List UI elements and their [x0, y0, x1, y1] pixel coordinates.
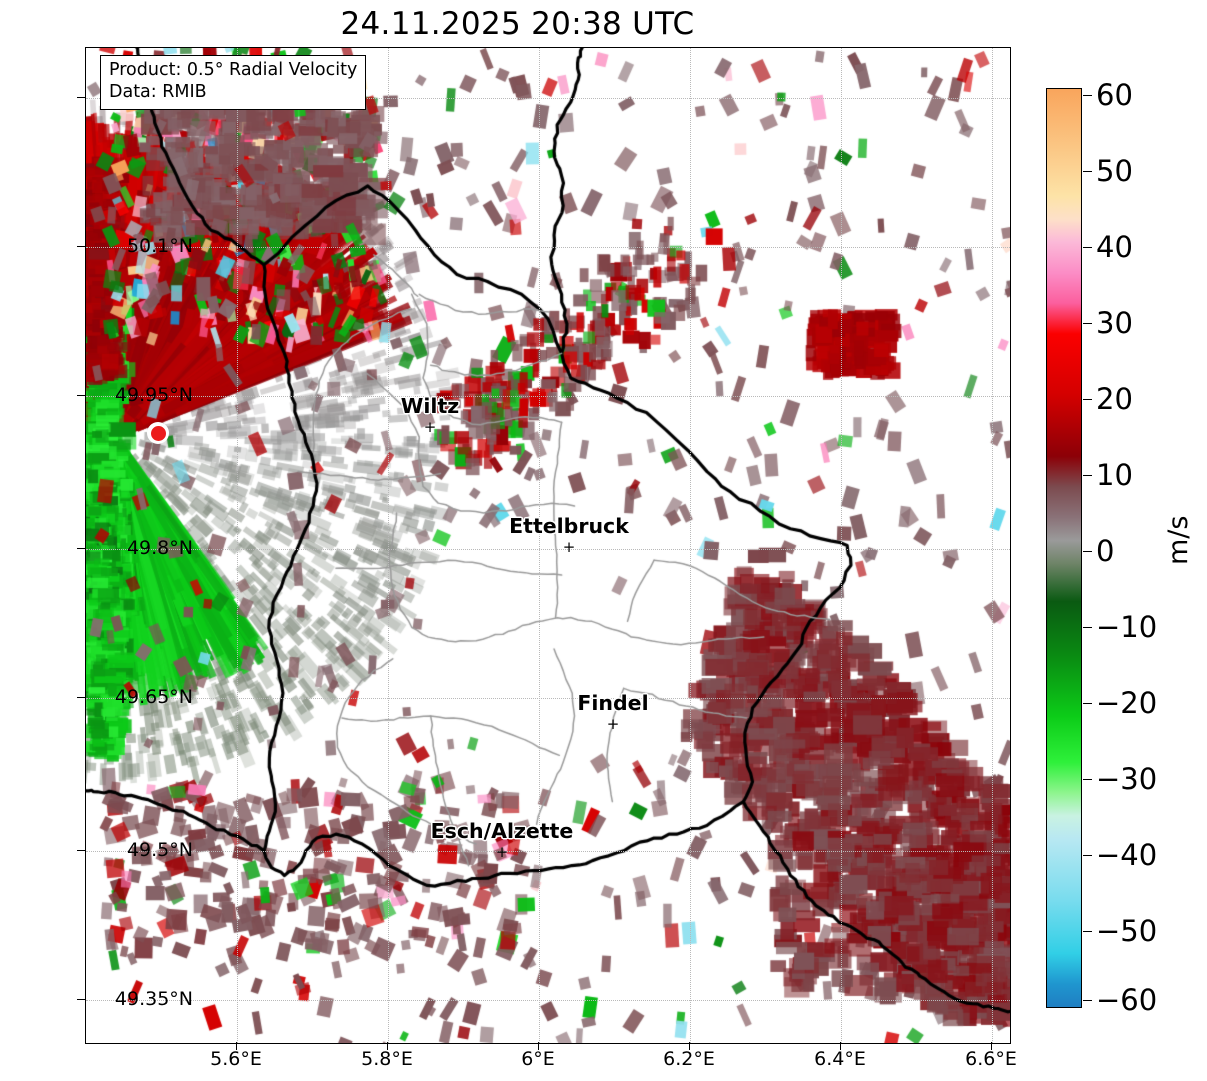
y-axis-label-6: 49.35°N	[114, 988, 193, 1010]
x-tick-1	[387, 1042, 388, 1050]
x-tick-3	[689, 1042, 690, 1050]
cb-tick-8	[1083, 703, 1092, 704]
radar-site-marker[interactable]	[147, 422, 169, 444]
gridline-lat-49.8	[86, 549, 1010, 550]
y-tick-1	[77, 246, 85, 247]
cb-label-4: 20	[1096, 382, 1133, 416]
cb-tick-12	[1083, 1000, 1092, 1001]
x-tick-4	[840, 1042, 841, 1050]
cb-label-11: −50	[1096, 914, 1158, 948]
y-tick-5	[77, 850, 85, 851]
radar-map-plot[interactable]: Product: 0.5° Radial Velocity Data: RMIB…	[85, 47, 1011, 1044]
y-axis-label-2: 49.95°N	[114, 384, 193, 406]
gridline-lat-49.65	[86, 698, 1010, 699]
y-axis-label-1: 50.1°N	[126, 235, 193, 257]
cb-tick-10	[1083, 855, 1092, 856]
x-tick-0	[236, 1042, 237, 1050]
x-axis-label-0: 5.6°E	[210, 1048, 262, 1070]
gridline-lon-6.2	[690, 48, 691, 1043]
data-source-line: Data: RMIB	[109, 81, 207, 102]
x-axis-label-5: 6.6°E	[965, 1048, 1017, 1070]
cb-label-9: −30	[1096, 762, 1158, 796]
place-label-esch-alzette: Esch/Alzette +	[431, 821, 574, 860]
place-name: Ettelbruck	[509, 514, 629, 538]
cb-label-6: 0	[1096, 534, 1115, 568]
place-name: Wiltz	[400, 394, 460, 418]
cb-label-1: 50	[1096, 154, 1133, 188]
x-axis-label-4: 6.4°E	[814, 1048, 866, 1070]
gridline-lat-50.1	[86, 247, 1010, 248]
cb-label-7: −10	[1096, 610, 1158, 644]
cb-tick-6	[1083, 551, 1092, 552]
y-tick-4	[77, 697, 85, 698]
cb-tick-5	[1083, 475, 1092, 476]
cb-label-12: −60	[1096, 983, 1158, 1017]
x-axis-label-3: 6.2°E	[663, 1048, 715, 1070]
gridline-lon-6.4	[841, 48, 842, 1043]
cb-tick-4	[1083, 399, 1092, 400]
cb-label-3: 30	[1096, 306, 1133, 340]
y-axis-label-5: 49.5°N	[126, 839, 193, 861]
place-marker-icon: +	[495, 842, 509, 861]
place-marker-icon: +	[606, 714, 620, 733]
y-tick-0	[77, 97, 85, 98]
place-label-wiltz: Wiltz +	[401, 396, 459, 435]
cb-label-5: 10	[1096, 458, 1133, 492]
product-info-box: Product: 0.5° Radial Velocity Data: RMIB	[100, 55, 367, 110]
place-label-ettelbruck: Ettelbruck +	[509, 516, 629, 555]
cb-label-0: 60	[1096, 78, 1133, 112]
place-name: Findel	[577, 691, 649, 715]
place-marker-icon: +	[423, 417, 437, 436]
cb-tick-11	[1083, 931, 1092, 932]
place-marker-icon: +	[562, 537, 576, 556]
x-tick-5	[991, 1042, 992, 1050]
gridline-lat-50.25	[86, 98, 1010, 99]
cb-tick-0	[1083, 95, 1092, 96]
cb-tick-1	[1083, 171, 1092, 172]
colorbar-unit-label: m/s	[1163, 515, 1194, 565]
cb-tick-3	[1083, 323, 1092, 324]
colorbar-gradient	[1047, 89, 1081, 1007]
y-tick-3	[77, 548, 85, 549]
cb-label-10: −40	[1096, 838, 1158, 872]
y-axis-label-4: 49.65°N	[114, 686, 193, 708]
gridline-lon-6.6	[992, 48, 993, 1043]
place-name: Esch/Alzette	[430, 819, 574, 843]
x-axis-label-2: 6°E	[521, 1048, 555, 1070]
y-tick-2	[77, 395, 85, 396]
y-tick-6	[77, 999, 85, 1000]
velocity-colorbar[interactable]	[1046, 88, 1082, 1008]
place-label-findel: Findel +	[577, 693, 648, 732]
cb-tick-2	[1083, 247, 1092, 248]
gridline-lat-49.35	[86, 1000, 1010, 1001]
gridline-lon-5.6	[237, 48, 238, 1043]
page-title: 24.11.2025 20:38 UTC	[340, 6, 695, 42]
cb-label-2: 40	[1096, 230, 1133, 264]
cb-tick-7	[1083, 627, 1092, 628]
gridline-lat-49.5	[86, 851, 1010, 852]
y-axis-label-3: 49.8°N	[126, 537, 193, 559]
gridline-lat-49.95	[86, 396, 1010, 397]
x-tick-2	[538, 1042, 539, 1050]
cb-tick-9	[1083, 779, 1092, 780]
cb-label-8: −20	[1096, 686, 1158, 720]
radar-reflectivity-canvas	[86, 48, 1010, 1043]
gridline-lon-5.8	[388, 48, 389, 1043]
x-axis-label-1: 5.8°E	[361, 1048, 413, 1070]
gridline-lon-6.0	[539, 48, 540, 1043]
product-line: Product: 0.5° Radial Velocity	[109, 60, 358, 80]
